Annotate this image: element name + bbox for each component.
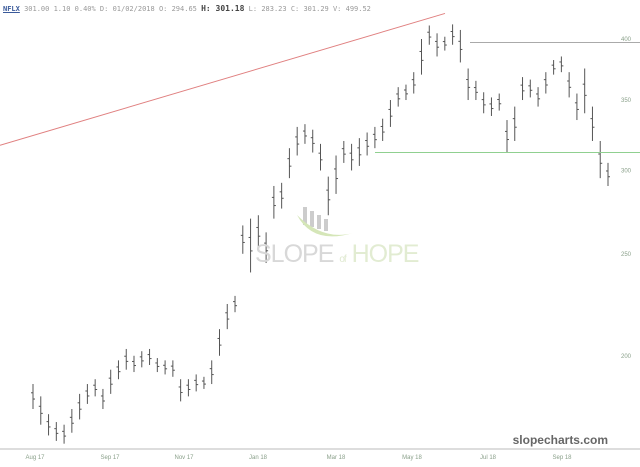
x-tick-label: Nov 17 bbox=[174, 455, 194, 461]
quote-rest: L: 283.23 C: 301.29 V: 499.52 bbox=[248, 5, 371, 13]
watermark-logo-icon bbox=[297, 207, 353, 237]
trendline bbox=[0, 12, 446, 146]
quote-header: NFLX 301.00 1.10 0.40% D: 01/02/2018 O: … bbox=[3, 4, 371, 13]
quote-high: H: 301.18 bbox=[201, 4, 245, 13]
symbol-link[interactable]: NFLX bbox=[3, 5, 20, 13]
x-tick-label: Jan 18 bbox=[249, 455, 268, 461]
x-tick-label: Aug 17 bbox=[25, 455, 45, 461]
y-tick-label: 400 bbox=[621, 37, 632, 43]
y-axis: 200 250 300 350 400 bbox=[621, 37, 632, 360]
y-tick-label: 300 bbox=[621, 168, 632, 174]
slope-of-hope-watermark: SLOPE of HOPE bbox=[255, 207, 419, 269]
y-tick-label: 200 bbox=[621, 354, 632, 360]
y-tick-label: 350 bbox=[621, 98, 632, 104]
quote-values: 301.00 1.10 0.40% D: 01/02/2018 O: 294.6… bbox=[24, 5, 197, 13]
x-axis: Aug 17 Sep 17 Nov 17 Jan 18 Mar 18 May 18 Jul … bbox=[25, 455, 572, 461]
x-tick-label: Sep 17 bbox=[100, 455, 120, 461]
brand-label: slopecharts.com bbox=[512, 433, 608, 447]
x-tick-label: Sep 18 bbox=[552, 455, 572, 461]
y-tick-label: 250 bbox=[621, 252, 632, 258]
x-tick-label: Jul 18 bbox=[480, 455, 497, 461]
price-bars bbox=[31, 24, 610, 444]
x-tick-label: Mar 18 bbox=[327, 455, 346, 461]
drawn-lines bbox=[0, 12, 640, 154]
x-tick-label: May 18 bbox=[402, 455, 422, 461]
